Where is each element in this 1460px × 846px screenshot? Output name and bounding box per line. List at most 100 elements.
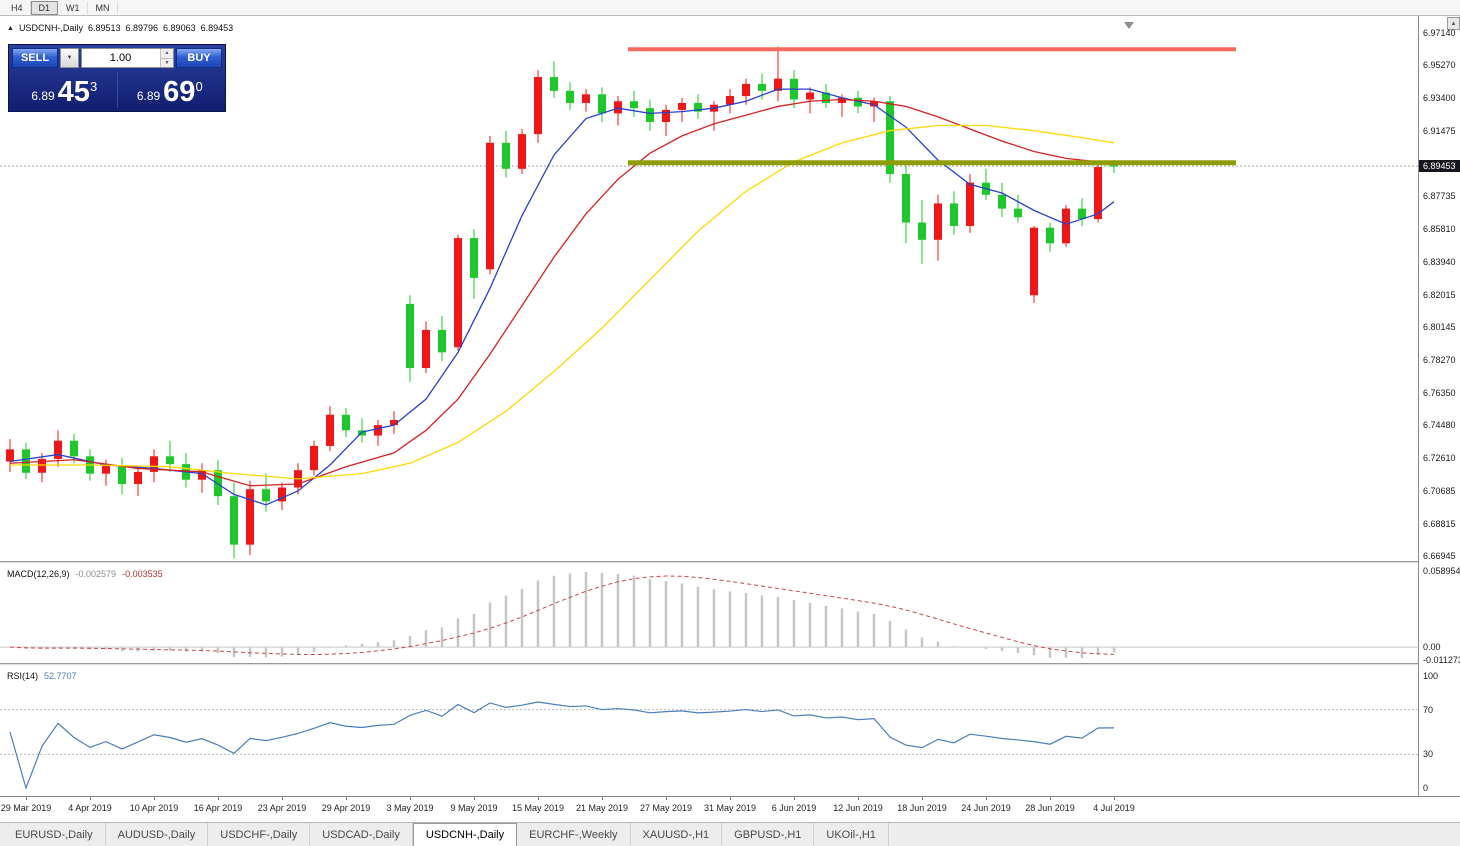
ohlc-high: 6.89796 xyxy=(125,23,159,33)
date-tick xyxy=(858,797,859,800)
macd-axis-label: -0.011273 xyxy=(1423,655,1460,665)
buy-price-pips: 69 xyxy=(163,76,196,108)
chart-tab-gbpusd[interactable]: GBPUSD-,H1 xyxy=(722,823,815,846)
date-axis-label: 23 Apr 2019 xyxy=(257,803,307,813)
macd-signal-line xyxy=(9,575,1115,656)
price-axis-label: 6.80145 xyxy=(1423,322,1456,333)
price-axis-label: 6.93400 xyxy=(1423,92,1456,103)
macd-main-value: -0.002579 xyxy=(75,569,117,579)
price-chart-canvas[interactable] xyxy=(0,16,1418,561)
macd-axis-label: 0.00 xyxy=(1423,642,1441,653)
sell-price-base: 6.89 xyxy=(31,89,55,103)
buy-button[interactable]: BUY xyxy=(176,48,222,68)
rsi-indicator-panel[interactable]: RSI(14) 52.7707 xyxy=(0,666,1418,796)
date-axis-label: 18 Jun 2019 xyxy=(897,803,947,813)
timeframe-button-w1[interactable]: W1 xyxy=(58,0,88,15)
rsi-axis-label: 100 xyxy=(1423,671,1439,681)
chart-tab-usdcad[interactable]: USDCAD-,Daily xyxy=(310,823,413,846)
chart-tab-usdcnh[interactable]: USDCNH-,Daily xyxy=(412,823,518,846)
timeframe-button-mn[interactable]: MN xyxy=(88,0,118,15)
price-axis-label: 6.72610 xyxy=(1423,452,1456,463)
date-tick xyxy=(986,797,987,800)
macd-signal-value: -0.003535 xyxy=(122,569,163,579)
date-axis-label: 9 May 2019 xyxy=(450,803,498,813)
date-tick xyxy=(730,797,731,800)
date-tick xyxy=(602,797,603,800)
date-axis-label: 15 May 2019 xyxy=(511,803,565,813)
date-axis-label: 27 May 2019 xyxy=(639,803,693,813)
volume-up-icon[interactable]: ▲ xyxy=(161,49,173,59)
macd-header: MACD(12,26,9) -0.002579 -0.003535 xyxy=(7,569,163,579)
macd-canvas[interactable] xyxy=(0,564,1418,663)
rsi-canvas[interactable] xyxy=(0,666,1418,796)
buy-price-display[interactable]: 6.89 69 0 xyxy=(118,71,223,108)
macd-axis-label: 0.058954 xyxy=(1423,566,1460,576)
sell-button[interactable]: SELL xyxy=(12,48,58,68)
panel-splitter[interactable] xyxy=(0,663,1460,666)
rsi-axis-label: 0 xyxy=(1423,783,1429,793)
collapse-chart-icon[interactable]: ▲ xyxy=(7,24,14,32)
date-axis-label: 4 Jul 2019 xyxy=(1093,803,1135,813)
chart-tab-eurchf[interactable]: EURCHF-,Weekly xyxy=(517,823,631,846)
rsi-header: RSI(14) 52.7707 xyxy=(7,671,77,681)
chart-tab-xauusd[interactable]: XAUUSD-,H1 xyxy=(631,823,723,846)
candles-layer xyxy=(6,46,1118,559)
price-axis-label: 6.83940 xyxy=(1423,256,1456,267)
price-axis-label: 6.66945 xyxy=(1423,551,1456,561)
date-axis-label: 12 Jun 2019 xyxy=(833,803,883,813)
volume-down-icon[interactable]: ▼ xyxy=(161,58,173,67)
macd-histogram xyxy=(24,572,1116,658)
chart-shift-marker-icon[interactable] xyxy=(1124,22,1134,29)
date-axis-label: 31 May 2019 xyxy=(703,803,757,813)
volume-dropdown-icon[interactable]: ▼ xyxy=(60,48,79,68)
timeframe-button-d1[interactable]: D1 xyxy=(30,0,59,15)
volume-spinner: ▲ ▼ xyxy=(160,49,173,67)
buy-price-base: 6.89 xyxy=(136,89,161,103)
rsi-value: 52.7707 xyxy=(44,671,77,681)
date-axis-label: 6 Jun 2019 xyxy=(771,803,817,813)
date-axis-label: 29 Apr 2019 xyxy=(321,803,371,813)
date-axis-label: 29 Mar 2019 xyxy=(0,803,52,813)
price-axis-label: 6.76350 xyxy=(1423,388,1456,399)
date-tick xyxy=(538,797,539,800)
ma-slow-yellow xyxy=(10,124,1115,480)
date-tick xyxy=(1114,797,1115,800)
chart-tab-ukoil[interactable]: UKOil-,H1 xyxy=(814,823,889,846)
date-axis[interactable]: 29 Mar 2019 4 Apr 2019 10 Apr 2019 16 Apr 2… xyxy=(0,796,1460,822)
chart-tab-usdchf[interactable]: USDCHF-,Daily xyxy=(208,823,311,846)
date-tick xyxy=(26,797,27,800)
date-tick xyxy=(1050,797,1051,800)
date-axis-label: 16 Apr 2019 xyxy=(193,803,243,813)
one-click-trading-panel: SELL ▼ ▲ ▼ BUY 6.89 45 3 6.8 xyxy=(8,44,226,112)
price-axis[interactable]: ▲ 6.89453 6.97140 6.95270 6.93400 6.91475 6.… xyxy=(1418,16,1460,796)
price-axis-label: 6.85810 xyxy=(1423,224,1456,235)
ohlc-close: 6.89453 xyxy=(200,23,234,33)
price-axis-label: 6.74480 xyxy=(1423,420,1456,431)
current-price-badge: 6.89453 xyxy=(1419,160,1460,173)
chart-tab-audusd[interactable]: AUDUSD-,Daily xyxy=(106,823,209,846)
panel-splitter[interactable] xyxy=(0,561,1460,564)
sell-price-pips: 45 xyxy=(57,76,90,108)
ohlc-low: 6.89063 xyxy=(163,23,196,33)
macd-indicator-panel[interactable]: MACD(12,26,9) -0.002579 -0.003535 xyxy=(0,564,1418,663)
timeframe-button-h4[interactable]: H4 xyxy=(3,0,31,15)
date-tick xyxy=(666,797,667,800)
date-tick xyxy=(282,797,283,800)
volume-input[interactable] xyxy=(82,52,173,64)
price-axis-label: 6.95270 xyxy=(1423,60,1456,71)
rsi-line xyxy=(9,701,1115,790)
ohlc-open: 6.89513 xyxy=(87,23,121,33)
date-axis-label: 4 Apr 2019 xyxy=(68,803,112,813)
ma-fast-blue xyxy=(9,88,1115,506)
price-axis-label: 6.82015 xyxy=(1423,289,1456,300)
ohlc-header: ▲ USDCNH-,Daily 6.89513 6.89796 6.89063 … xyxy=(7,23,233,33)
sell-price-display[interactable]: 6.89 45 3 xyxy=(12,71,118,108)
timeframe-toolbar: H4 D1 W1 MN xyxy=(0,0,1460,16)
volume-field-wrap: ▲ ▼ xyxy=(81,48,174,68)
price-chart-panel[interactable]: ▲ USDCNH-,Daily 6.89513 6.89796 6.89063 … xyxy=(0,16,1418,561)
date-tick xyxy=(218,797,219,800)
chart-tab-eurusd[interactable]: EURUSD-,Daily xyxy=(3,823,106,846)
rsi-title: RSI(14) xyxy=(7,671,39,681)
price-axis-label: 6.68815 xyxy=(1423,518,1456,529)
